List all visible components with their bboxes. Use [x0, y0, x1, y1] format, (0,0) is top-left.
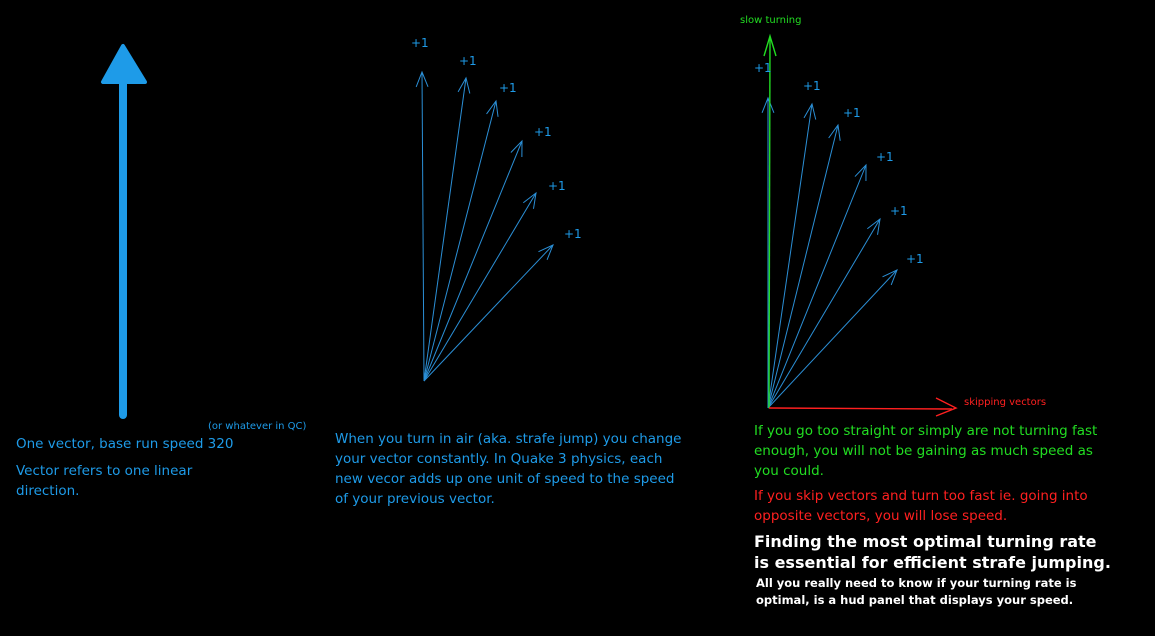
panel3-increment-label: +1	[906, 252, 924, 266]
vector-arrowhead	[828, 123, 841, 141]
hud-speed-note: All you really need to know if your turn…	[756, 576, 1077, 607]
panel3-increment-label: +1	[803, 79, 821, 93]
panel3-increment-label: +1	[754, 61, 772, 75]
vector-arrowhead	[457, 76, 471, 94]
slow-turning-label: slow turning	[740, 15, 802, 26]
panel1-caption-body: Vector refers to one linear direction.	[16, 463, 193, 499]
skipping-vectors-arrow	[768, 397, 958, 417]
vector-line	[767, 218, 881, 409]
slow-turning-vector	[763, 33, 777, 409]
panel3-increment-label: +1	[843, 106, 861, 120]
strafe-vector-fan	[415, 70, 554, 382]
panel1-caption-title: One vector, base run speed 320	[16, 436, 234, 452]
vector-arrowhead	[867, 217, 881, 235]
vector-arrowhead	[882, 269, 898, 286]
vector-arrowhead	[538, 244, 554, 261]
vector-arrowhead	[803, 102, 817, 120]
slow-turning-explanation: If you go too straight or simply are not…	[754, 423, 1098, 479]
vector-arrowhead	[415, 70, 429, 88]
panel2-increment-label: +1	[459, 54, 477, 68]
vector-arrowhead	[522, 191, 537, 209]
vector-line	[423, 100, 497, 382]
vector-line	[767, 103, 813, 409]
vector-arrowhead	[854, 163, 867, 182]
base-speed-vector	[101, 44, 147, 419]
vector-line	[423, 140, 523, 382]
vector-line	[767, 269, 898, 409]
vector-line	[767, 164, 867, 409]
panel2-increment-label: +1	[564, 227, 582, 241]
panel2-increment-label: +1	[534, 125, 552, 139]
vector-line	[423, 244, 554, 382]
vector-arrowhead	[510, 139, 523, 158]
panel1-note: (or whatever in QC)	[208, 421, 307, 432]
vector-line	[767, 124, 839, 409]
panel2-increment-label: +1	[411, 36, 429, 50]
vector-line	[423, 192, 537, 382]
panel2-caption: When you turn in air (aka. strafe jump) …	[335, 431, 682, 507]
vector-arrowhead	[486, 99, 499, 117]
skipping-vectors-label: skipping vectors	[964, 397, 1047, 408]
panel2-increment-label: +1	[548, 179, 566, 193]
vector-line	[421, 71, 425, 382]
panel3-increment-label: +1	[876, 150, 894, 164]
vector-arrowhead	[761, 96, 775, 114]
panel2-increment-label: +1	[499, 81, 517, 95]
skipping-vectors-explanation: If you skip vectors and turn too fast ie…	[754, 488, 1088, 524]
optimal-turning-heading: Finding the most optimal turning rate is…	[754, 532, 1111, 572]
vector-line	[423, 77, 467, 382]
panel3-increment-label: +1	[890, 204, 908, 218]
optimal-vector-fan	[761, 96, 898, 409]
